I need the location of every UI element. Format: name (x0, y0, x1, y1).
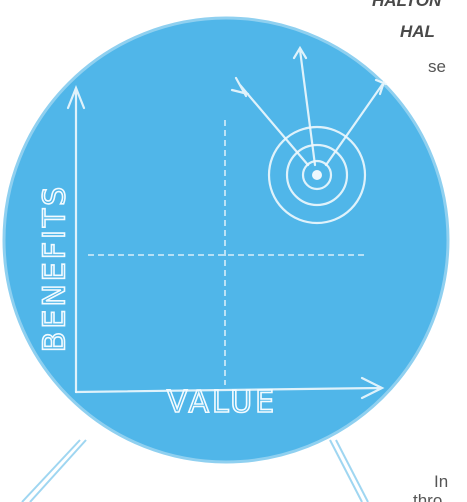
body-text: thro (413, 491, 442, 502)
heading: HAL (400, 22, 435, 41)
body-text: se (428, 57, 446, 76)
x-axis-label: VALUE (167, 385, 277, 420)
screenshot: BENEFITS VALUE HALTON HAL se In thro (0, 0, 467, 502)
body-text: In (434, 472, 448, 491)
page: BENEFITS VALUE HALTON HAL se In thro (()… (0, 0, 467, 502)
heading: HALTON (372, 0, 442, 10)
y-axis-label: BENEFITS (38, 184, 73, 352)
